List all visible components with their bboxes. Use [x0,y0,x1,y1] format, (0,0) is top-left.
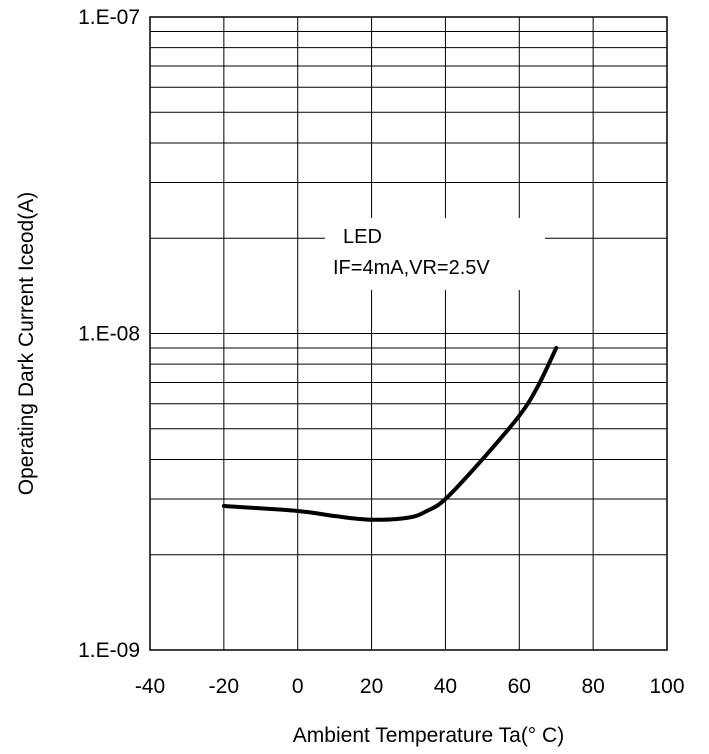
annotation-line-1: LED [343,226,382,248]
annotation: LED IF=4mA,VR=2.5V [325,218,545,290]
y-axis-label: Operating Dark Current Iceod(A) [15,192,38,495]
x-tick-label: 0 [292,675,304,698]
grid [150,17,667,650]
x-tick-label: 20 [360,675,383,698]
y-tick-labels: 1.E-09 1.E-08 1.E-07 [78,6,140,662]
x-tick-labels: -40 -20 0 20 40 60 80 100 [135,675,685,698]
x-tick-label: 80 [581,675,604,698]
annotation-line-2: IF=4mA,VR=2.5V [333,257,490,279]
x-tick-label: 60 [508,675,531,698]
plot-frame [149,16,668,651]
x-tick-label: 100 [649,675,684,698]
series-group [221,345,559,522]
y-tick-label: 1.E-08 [78,323,140,346]
x-tick-label: 40 [434,675,457,698]
x-tick-label: -20 [209,675,239,698]
series-line [221,345,559,522]
x-tick-label: -40 [135,675,165,698]
x-axis-label: Ambient Temperature Ta(° C) [293,724,564,747]
y-tick-label: 1.E-07 [78,6,140,29]
annotation-background [325,218,545,290]
y-tick-label: 1.E-09 [78,639,140,662]
